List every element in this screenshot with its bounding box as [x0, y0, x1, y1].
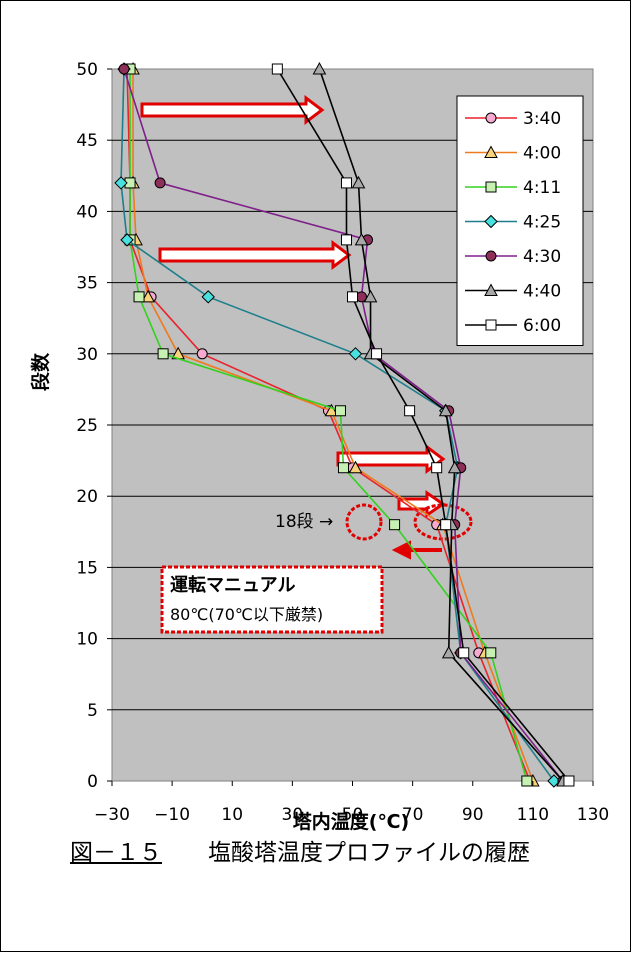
data-point: [447, 460, 462, 474]
data-point: [271, 63, 283, 75]
arrow-left: [391, 540, 442, 560]
x-tick-label: 30: [282, 805, 304, 825]
data-point: [118, 63, 130, 75]
legend-label: 4:11: [523, 178, 561, 198]
legend-marker: [484, 283, 498, 296]
highlight-ellipse: [345, 503, 383, 541]
legend-label: 4:40: [523, 282, 561, 302]
series-440: [312, 61, 570, 787]
x-tick-label: 110: [517, 805, 549, 825]
data-point: [312, 61, 327, 75]
manual-text: 80℃(70℃以下厳禁): [170, 605, 323, 624]
series-line: [123, 68, 564, 782]
data-point: [404, 405, 416, 417]
y-tick-label: 50: [76, 60, 98, 80]
data-point: [371, 348, 383, 360]
data-point: [324, 403, 339, 417]
figure-number: 図－１５: [70, 840, 162, 866]
data-point: [337, 462, 349, 474]
data-point: [154, 177, 166, 189]
tick-labels: 0 5 10 15 20 25 30 35 40 45 50 −30 −10 10 30 50 70 90 110 1…: [76, 60, 609, 825]
annotation-arrows: [140, 95, 473, 560]
data-point: [347, 291, 358, 303]
series-line: [276, 68, 570, 782]
y-tick-label: 10: [76, 630, 98, 650]
data-point: [521, 775, 533, 787]
x-tick-label: 70: [402, 805, 424, 825]
data-point: [201, 290, 215, 304]
arrow-right: [140, 95, 325, 125]
data-point: [348, 347, 363, 361]
data-point: [354, 232, 369, 246]
legend-marker: [484, 145, 498, 158]
data-point: [157, 348, 169, 360]
y-tick-label: 20: [76, 487, 98, 507]
x-tick-label: 10: [221, 805, 243, 825]
x-tick-label: 90: [462, 805, 484, 825]
legend: 3:40 4:00 4:11 4:25 4:30 4:40 6:00: [456, 95, 584, 346]
data-point: [114, 176, 128, 190]
data-point: [340, 234, 352, 246]
legend-marker: [485, 319, 497, 331]
x-tick-label: −10: [154, 805, 190, 825]
legend-marker: [485, 250, 497, 262]
x-tick-label: 50: [342, 805, 364, 825]
legend-label: 3:40: [523, 109, 561, 129]
arrow-right: [158, 240, 352, 270]
data-point: [458, 647, 470, 659]
data-point: [389, 519, 401, 531]
y-tick-label: 40: [76, 202, 98, 222]
legend-label: 4:00: [523, 144, 561, 164]
series-line: [132, 69, 534, 782]
legend-label: 6:00: [523, 316, 561, 336]
series-600: [271, 63, 575, 787]
x-tick-label: 130: [577, 805, 609, 825]
data-point: [348, 460, 363, 474]
arrow-right: [397, 490, 446, 518]
x-tick-label: −30: [94, 805, 130, 825]
y-tick-label: 0: [87, 772, 98, 792]
series-line: [318, 68, 564, 782]
legend-label: 4:30: [523, 247, 561, 267]
data-point: [340, 177, 352, 189]
y-tick-label: 30: [76, 345, 98, 365]
manual-box: [160, 565, 384, 634]
series-line: [120, 68, 555, 782]
stage-18-label: 18段 →: [275, 512, 333, 532]
y-tick-label: 5: [87, 701, 98, 721]
data-point: [485, 647, 497, 659]
y-tick-label: 45: [76, 131, 98, 151]
y-tick-label: 15: [76, 558, 98, 578]
data-point: [440, 519, 452, 531]
data-point: [120, 233, 134, 247]
series-411: [124, 63, 533, 787]
data-point: [431, 462, 443, 474]
y-tick-label: 35: [76, 274, 98, 294]
data-point: [196, 348, 208, 360]
highlight-ellipse: [413, 503, 473, 541]
data-point: [563, 775, 575, 787]
series-layer: [114, 61, 575, 788]
legend-marker: [485, 112, 497, 124]
legend-label: 4:25: [523, 213, 561, 233]
data-point: [441, 645, 456, 659]
data-point: [133, 291, 145, 303]
legend-marker: [484, 214, 498, 229]
figure-title: 塩酸塔温度プロファイルの履歴: [208, 840, 530, 866]
data-point: [438, 403, 453, 417]
data-point: [351, 175, 366, 189]
figure-caption: 図－１５ 塩酸塔温度プロファイルの履歴: [70, 833, 530, 867]
x-axis-label: 塔内温度(℃): [293, 810, 409, 833]
data-point: [141, 289, 155, 303]
series-line: [129, 69, 528, 782]
manual-title: 運転マニュアル: [170, 574, 295, 596]
legend-marker: [485, 181, 497, 193]
y-axis-label: 段数: [29, 352, 52, 391]
data-point: [363, 289, 378, 303]
data-point: [334, 405, 346, 417]
y-tick-label: 25: [76, 416, 98, 436]
